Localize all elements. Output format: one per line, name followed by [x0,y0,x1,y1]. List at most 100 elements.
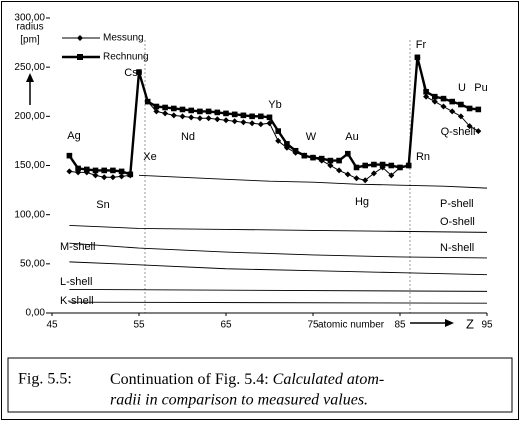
marker [370,170,377,177]
marker [353,175,360,182]
caption-text: Continuation of Fig. 5.4: Calculated ato… [110,371,384,388]
marker [101,174,108,181]
marker [431,98,438,105]
marker [345,150,351,157]
marker [423,88,429,95]
marker [466,123,473,130]
shell-label: K-shell [60,295,94,307]
legend-marker [77,54,83,60]
marker [84,166,90,173]
marker [240,112,247,119]
y-tick-label: 100,00 [14,209,45,220]
marker [440,95,447,102]
series-line [68,57,479,176]
marker [449,98,455,105]
annotation: Pu [474,82,487,94]
marker [371,161,377,168]
marker [344,171,351,178]
marker [110,167,116,174]
annotation: U [458,82,466,94]
x-tick-label: 95 [481,320,493,331]
y-tick-label: 0,00 [26,308,46,319]
marker [353,164,360,171]
marker [440,103,447,110]
marker [379,161,386,168]
marker [414,54,421,61]
y-tick-label: 250,00 [14,62,45,73]
marker [275,128,281,134]
shell-label: L-shell [60,276,92,288]
marker [258,113,264,120]
shell-label: O-shell [440,216,475,228]
marker [249,113,255,120]
marker [362,162,368,169]
annotation: Q-shell [441,126,476,138]
shell-curve [69,301,488,304]
marker [197,108,203,115]
annotation: Cs [124,67,138,79]
annotation: Yb [268,99,281,111]
marker [136,69,142,75]
marker [196,115,203,122]
annotation: Fr [416,39,427,51]
marker [118,173,125,180]
marker [327,157,334,164]
x-tick-label: 55 [133,320,145,331]
marker [170,112,177,119]
marker [466,105,473,112]
marker [153,108,160,115]
shell-curve [69,261,488,276]
caption-frame [7,357,513,413]
x-axis-symbol: Z [466,316,474,331]
annotation: Hg [355,196,369,208]
marker [109,174,116,181]
marker [275,137,282,144]
y-tick-label: 50,00 [20,258,45,269]
marker [153,103,160,110]
marker [101,167,107,174]
caption-italic: radii in comparison to measured values. [110,392,368,409]
marker [223,110,229,117]
marker [179,113,186,120]
annotation: Nd [181,131,195,143]
marker [188,114,195,121]
shell-label: P-shell [440,198,474,210]
shell-label: M-shell [60,241,95,253]
annotation: Ag [67,130,80,142]
annotation: Rn [416,151,430,163]
x-tick-label: 45 [46,320,58,331]
marker [310,154,316,161]
marker [336,167,343,174]
marker [318,155,325,162]
marker [388,162,395,169]
y-tick-label: 200,00 [14,111,45,122]
marker [336,157,342,164]
marker [388,172,395,179]
y-arrow [26,73,34,105]
marker [162,110,169,117]
shell-curve [69,225,488,233]
x-tick-label: 75 [307,320,319,331]
marker [240,119,247,126]
marker [205,115,212,122]
marker [214,109,221,116]
annotation: W [306,131,317,143]
y-tick-label: 300,00 [14,13,45,24]
shell-curve [138,174,488,189]
marker [475,106,482,113]
y-axis-label: radius [16,22,43,33]
marker [405,162,412,169]
marker [362,177,369,184]
marker [397,164,403,171]
annotation: Sn [96,199,109,211]
caption-main: Continuation of Fig. 5.4: [110,371,269,388]
marker [118,168,125,175]
marker [66,152,73,159]
marker [266,114,273,121]
marker [292,147,299,154]
marker [162,104,168,111]
marker [327,162,334,169]
marker [171,105,177,112]
marker [284,141,290,147]
